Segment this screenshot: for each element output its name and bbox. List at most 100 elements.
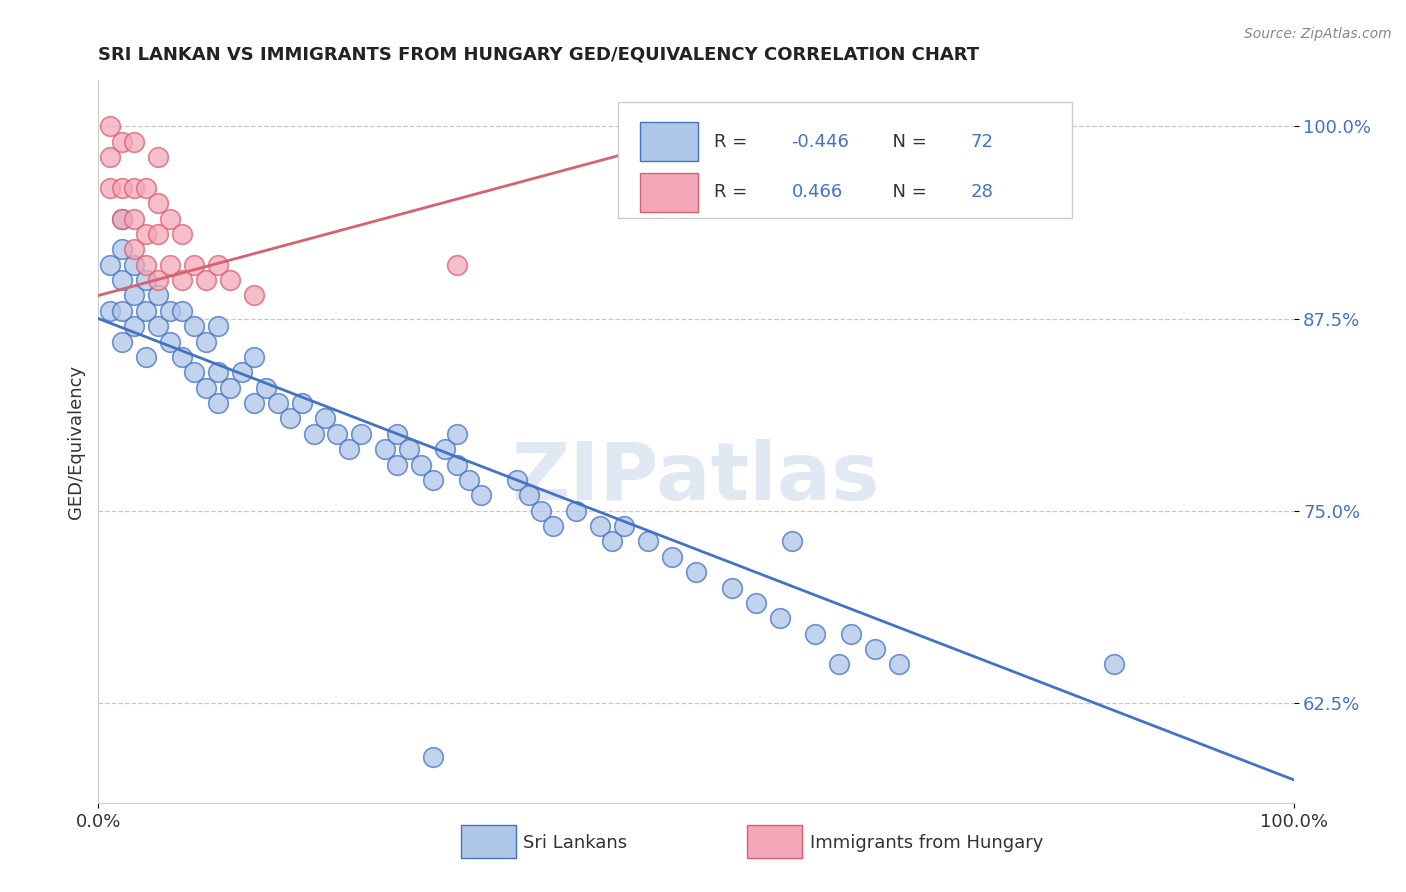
Point bbox=[207, 319, 229, 334]
Point bbox=[865, 642, 887, 657]
Point bbox=[148, 273, 170, 287]
Point bbox=[661, 549, 683, 564]
Point bbox=[124, 288, 146, 302]
Text: ZIPatlas: ZIPatlas bbox=[512, 439, 880, 516]
Point bbox=[159, 211, 181, 226]
Point bbox=[398, 442, 420, 457]
Point bbox=[589, 519, 612, 533]
Point bbox=[111, 211, 134, 226]
Point bbox=[243, 288, 266, 302]
Point bbox=[148, 288, 170, 302]
FancyBboxPatch shape bbox=[640, 122, 699, 161]
Point bbox=[172, 273, 194, 287]
Point bbox=[302, 426, 325, 441]
Point bbox=[267, 396, 290, 410]
Point bbox=[124, 211, 146, 226]
FancyBboxPatch shape bbox=[640, 173, 699, 211]
Point bbox=[291, 396, 314, 410]
Point bbox=[111, 181, 134, 195]
Point bbox=[207, 396, 229, 410]
Point bbox=[458, 473, 481, 487]
Text: 28: 28 bbox=[972, 183, 994, 201]
Point bbox=[685, 565, 707, 579]
Point bbox=[124, 243, 146, 257]
Point bbox=[889, 657, 911, 672]
Point bbox=[111, 211, 134, 226]
Point bbox=[411, 458, 433, 472]
Point bbox=[111, 273, 134, 287]
Point bbox=[637, 534, 659, 549]
Point bbox=[111, 304, 134, 318]
Point bbox=[219, 381, 242, 395]
Point bbox=[385, 458, 409, 472]
Point bbox=[148, 319, 170, 334]
Point bbox=[768, 611, 790, 625]
Text: -0.446: -0.446 bbox=[792, 133, 849, 151]
Point bbox=[254, 381, 277, 395]
Point bbox=[602, 534, 624, 549]
Point bbox=[124, 319, 146, 334]
Point bbox=[172, 350, 194, 364]
Point bbox=[135, 304, 157, 318]
Point bbox=[350, 426, 373, 441]
Text: N =: N = bbox=[882, 133, 932, 151]
Point bbox=[780, 534, 803, 549]
Point bbox=[374, 442, 396, 457]
Point bbox=[422, 473, 444, 487]
Point bbox=[98, 181, 122, 195]
Point bbox=[243, 350, 266, 364]
Point bbox=[517, 488, 540, 502]
Point bbox=[183, 365, 205, 379]
Y-axis label: GED/Equivalency: GED/Equivalency bbox=[66, 365, 84, 518]
FancyBboxPatch shape bbox=[461, 825, 516, 858]
Point bbox=[434, 442, 457, 457]
Point bbox=[195, 381, 218, 395]
Point bbox=[111, 243, 134, 257]
Text: R =: R = bbox=[714, 183, 759, 201]
Point bbox=[315, 411, 337, 425]
Text: Sri Lankans: Sri Lankans bbox=[523, 833, 627, 852]
FancyBboxPatch shape bbox=[748, 825, 803, 858]
Point bbox=[243, 396, 266, 410]
Point bbox=[111, 135, 134, 149]
Point bbox=[385, 426, 409, 441]
Point bbox=[124, 135, 146, 149]
Text: Source: ZipAtlas.com: Source: ZipAtlas.com bbox=[1244, 27, 1392, 41]
Point bbox=[135, 258, 157, 272]
Point bbox=[278, 411, 301, 425]
Point bbox=[446, 426, 468, 441]
Point bbox=[124, 181, 146, 195]
Point bbox=[183, 319, 205, 334]
Point bbox=[98, 258, 122, 272]
Text: 72: 72 bbox=[972, 133, 994, 151]
Point bbox=[326, 426, 349, 441]
Point bbox=[219, 273, 242, 287]
Point bbox=[124, 258, 146, 272]
Point bbox=[135, 227, 157, 241]
Point bbox=[183, 258, 205, 272]
Point bbox=[541, 519, 564, 533]
Point bbox=[1104, 657, 1126, 672]
Point bbox=[506, 473, 529, 487]
Point bbox=[148, 227, 170, 241]
Point bbox=[195, 334, 218, 349]
Point bbox=[148, 196, 170, 211]
Point bbox=[828, 657, 851, 672]
Point bbox=[98, 304, 122, 318]
Point bbox=[98, 150, 122, 164]
Point bbox=[172, 304, 194, 318]
Point bbox=[135, 273, 157, 287]
Point bbox=[159, 304, 181, 318]
Text: SRI LANKAN VS IMMIGRANTS FROM HUNGARY GED/EQUIVALENCY CORRELATION CHART: SRI LANKAN VS IMMIGRANTS FROM HUNGARY GE… bbox=[98, 45, 980, 63]
Point bbox=[111, 334, 134, 349]
Point bbox=[195, 273, 218, 287]
Point bbox=[207, 258, 229, 272]
Text: 0.466: 0.466 bbox=[792, 183, 842, 201]
Point bbox=[135, 181, 157, 195]
Point bbox=[841, 626, 863, 640]
Point bbox=[148, 150, 170, 164]
Point bbox=[804, 626, 827, 640]
Text: R =: R = bbox=[714, 133, 752, 151]
Point bbox=[207, 365, 229, 379]
FancyBboxPatch shape bbox=[619, 102, 1073, 218]
